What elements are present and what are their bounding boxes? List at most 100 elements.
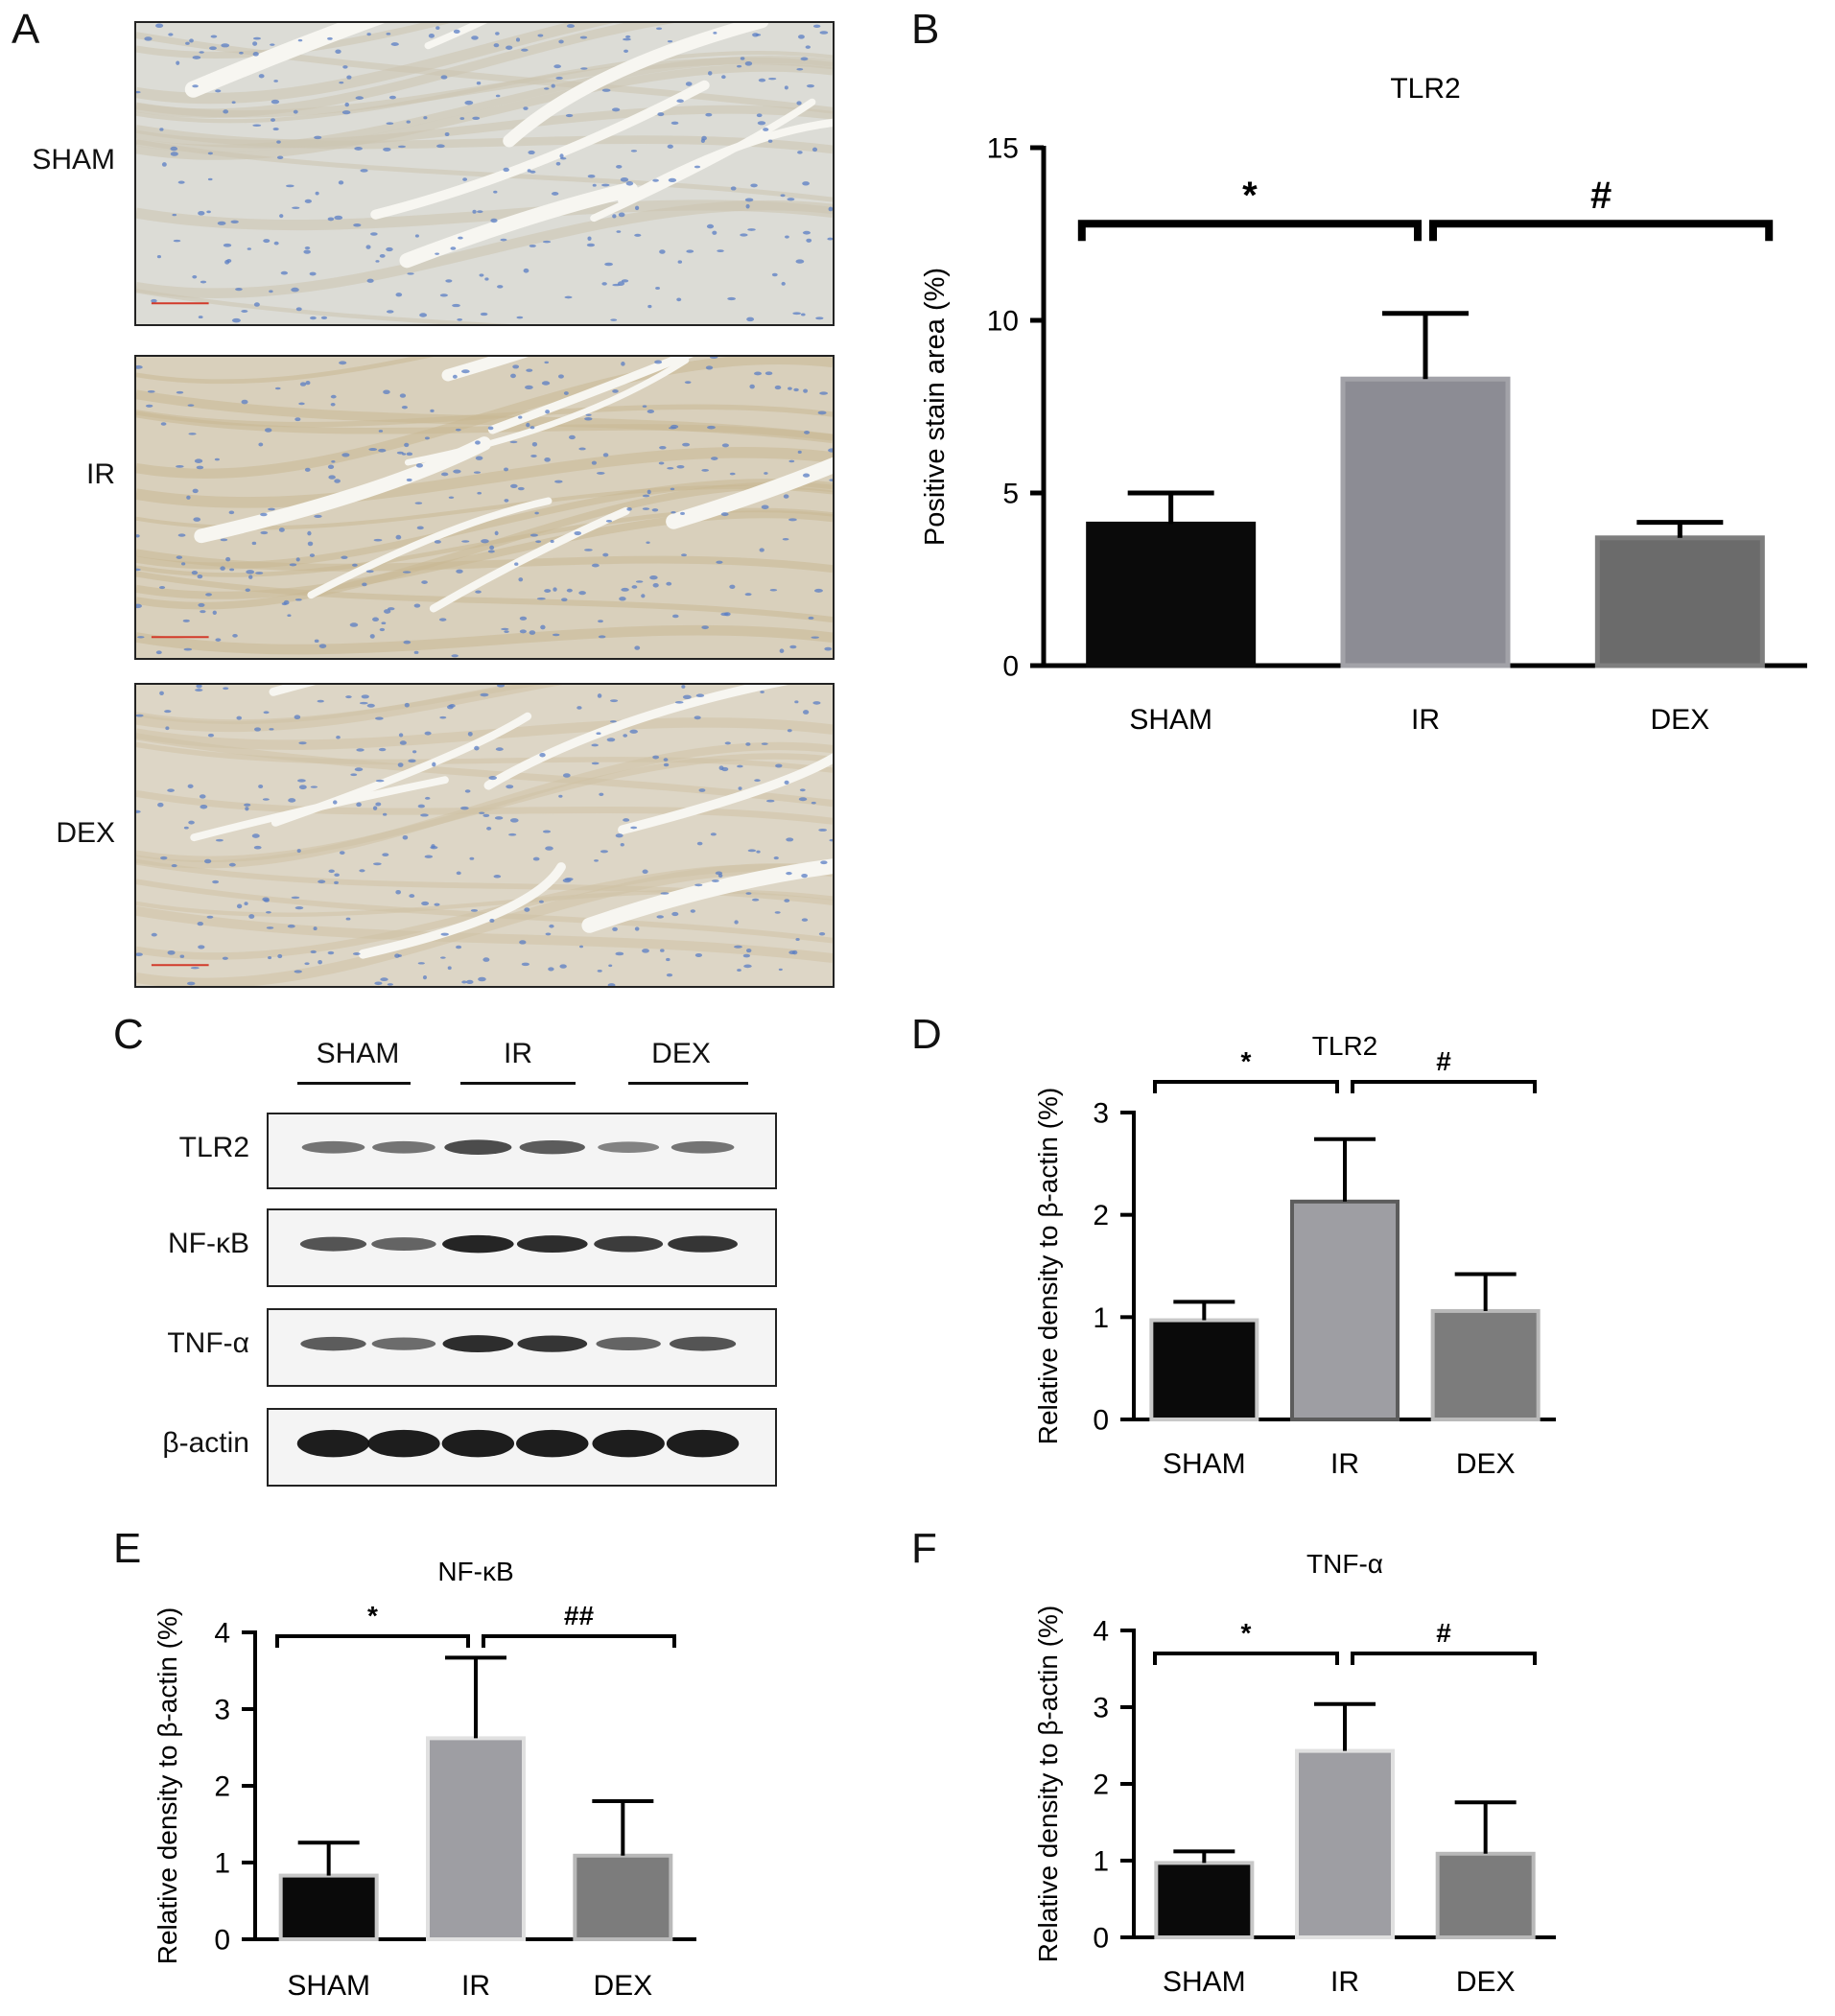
nucleus-dot: [618, 212, 625, 218]
nucleus-dot: [296, 849, 301, 854]
nucleus-dot: [434, 540, 441, 544]
muscle-fiber-texture: [136, 447, 833, 508]
nucleus-dot: [372, 806, 378, 810]
nucleus-dot: [420, 813, 429, 817]
nucleus-dot: [534, 511, 539, 515]
nucleus-dot: [432, 762, 436, 767]
nucleus-dot: [727, 296, 736, 301]
nucleus-dot: [815, 316, 824, 320]
panel-letter-a: A: [12, 6, 40, 53]
nucleus-dot: [293, 109, 298, 114]
nucleus-dot: [379, 254, 386, 258]
nucleus-dot: [694, 165, 701, 169]
nucleus-dot: [591, 743, 599, 747]
nucleus-dot: [388, 607, 395, 611]
significance-mark: *: [1241, 1618, 1252, 1648]
nucleus-dot: [270, 43, 275, 46]
x-tick-label: DEX: [593, 1970, 652, 2002]
nucleus-dot: [742, 953, 751, 958]
blot-band: [670, 1140, 735, 1154]
nucleus-dot: [409, 894, 415, 899]
y-axis-label: Relative density to β-actin (%): [1033, 1088, 1063, 1444]
nucleus-dot: [239, 51, 244, 55]
nucleus-dot: [529, 630, 536, 635]
nucleus-dot: [252, 52, 259, 57]
nucleus-dot: [655, 287, 660, 290]
nucleus-dot: [277, 953, 283, 959]
blot-group-rule-ir: [460, 1082, 576, 1085]
nucleus-dot: [768, 77, 777, 81]
nucleus-dot: [587, 236, 592, 242]
nucleus-dot: [194, 458, 203, 463]
nucleus-dot: [294, 715, 301, 720]
nucleus-dot: [193, 517, 201, 522]
muscle-fiber-texture: [136, 624, 833, 655]
nucleus-dot: [397, 145, 406, 149]
nucleus-dot: [554, 480, 563, 483]
nucleus-dot: [558, 39, 564, 44]
blot-band: [442, 1335, 514, 1353]
nucleus-dot: [668, 427, 677, 430]
nucleus-dot: [345, 695, 352, 699]
nucleus-dot: [718, 874, 723, 879]
nucleus-dot: [705, 112, 713, 117]
nucleus-dot: [684, 381, 692, 385]
nucleus-dot: [309, 271, 317, 276]
nucleus-dot: [737, 64, 742, 68]
nucleus-dot: [136, 568, 141, 572]
nucleus-dot: [510, 483, 518, 489]
muscle-fiber-texture: [136, 32, 833, 114]
y-tick-label: 1: [1093, 1302, 1109, 1334]
nucleus-dot: [236, 903, 243, 909]
nucleus-dot: [597, 970, 602, 973]
nucleus-dot: [195, 689, 203, 692]
nucleus-dot: [759, 548, 765, 552]
muscle-fiber-texture: [136, 357, 833, 480]
nucleus-dot: [341, 555, 348, 560]
nucleus-dot: [610, 318, 618, 321]
nucleus-dot: [253, 302, 260, 307]
nucleus-dot: [518, 415, 523, 419]
nucleus-dot: [750, 183, 758, 188]
nucleus-dot: [172, 213, 177, 217]
nucleus-dot: [173, 239, 181, 243]
nucleus-dot: [642, 507, 650, 510]
nucleus-dot: [569, 434, 576, 440]
nucleus-dot: [395, 889, 401, 895]
nucleus-dot: [493, 875, 502, 879]
nucleus-dot: [486, 827, 492, 831]
nucleus-dot: [145, 404, 153, 408]
significance-mark: #: [1590, 175, 1612, 217]
nucleus-dot: [562, 879, 572, 883]
significance-mark: #: [1436, 1046, 1451, 1076]
nucleus-dot: [757, 121, 766, 126]
nucleus-dot: [529, 170, 536, 174]
nucleus-dot: [191, 570, 199, 575]
nucleus-dot: [402, 571, 412, 574]
nucleus-dot: [258, 442, 264, 447]
nucleus-dot: [740, 233, 748, 237]
nucleus-dot: [247, 247, 252, 250]
nucleus-dot: [422, 975, 428, 980]
nucleus-dot: [545, 846, 553, 851]
nucleus-dot: [355, 96, 364, 100]
muscle-fiber-texture: [136, 63, 833, 160]
muscle-fiber-texture: [136, 125, 833, 154]
y-tick-label: 10: [987, 306, 1019, 338]
nucleus-dot: [176, 465, 184, 468]
nucleus-dot: [659, 249, 666, 254]
nucleus-dot: [795, 938, 800, 941]
nucleus-dot: [515, 37, 521, 42]
nucleus-dot: [773, 856, 779, 860]
nucleus-dot: [490, 218, 498, 223]
nucleus-dot: [197, 921, 204, 926]
nucleus-dot: [170, 146, 178, 152]
nucleus-dot: [384, 609, 391, 614]
tissue-gap-texture: [370, 80, 710, 220]
nucleus-dot: [667, 467, 674, 470]
nucleus-dot: [399, 393, 407, 398]
nucleus-dot: [291, 287, 299, 293]
blot-label-nfkb: NF-κB: [168, 1228, 249, 1259]
nucleus-dot: [327, 36, 333, 40]
nucleus-dot: [827, 237, 833, 241]
